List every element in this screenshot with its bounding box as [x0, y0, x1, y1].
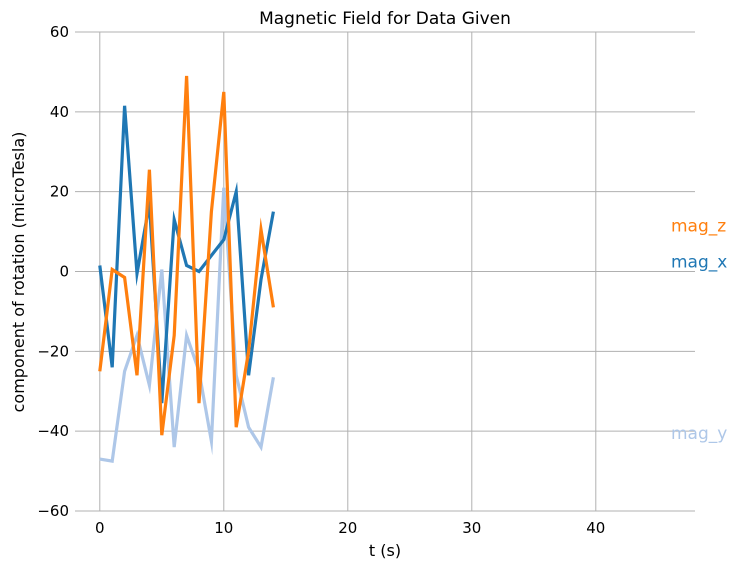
series-label-mag-z: mag_z [671, 217, 726, 237]
series-labels: mag_y mag_x mag_z [671, 217, 727, 445]
x-tick-label: 20 [338, 519, 357, 537]
series-label-mag-y: mag_y [671, 424, 727, 444]
y-tick-label: 0 [59, 263, 69, 281]
series-line-mag-z [98, 75, 275, 436]
y-axis-label: component of rotation (microTesla) [9, 132, 28, 413]
axis-ticks: −60 −40 −20 0 20 40 60 0 10 20 30 40 [37, 23, 605, 537]
y-tick-label: −20 [37, 342, 69, 360]
x-tick-label: 40 [586, 519, 605, 537]
y-tick-label: 20 [50, 183, 69, 201]
x-tick-label: 30 [462, 519, 481, 537]
chart-title: Magnetic Field for Data Given [259, 9, 511, 29]
y-tick-label: −40 [37, 422, 69, 440]
x-tick-label: 0 [95, 519, 105, 537]
y-tick-label: −60 [37, 502, 69, 520]
grid-lines [75, 31, 695, 512]
x-axis-label: t (s) [369, 541, 401, 560]
series-line-mag-y [99, 187, 275, 463]
series-lines [98, 75, 275, 463]
y-tick-label: 40 [50, 103, 69, 121]
series-label-mag-x: mag_x [671, 253, 727, 273]
x-tick-label: 10 [214, 519, 233, 537]
y-tick-label: 60 [50, 23, 69, 41]
series-line-mag-x [98, 105, 275, 404]
